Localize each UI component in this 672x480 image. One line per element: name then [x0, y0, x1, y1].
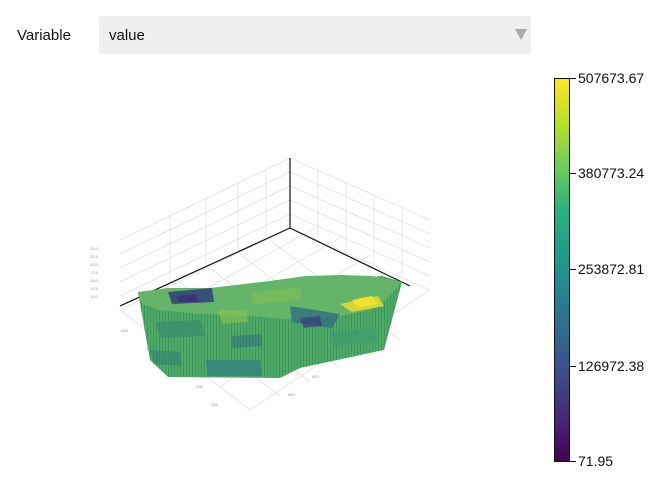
- variable-label: Variable: [17, 27, 71, 44]
- colorbar-tick-label: 126972.38: [578, 358, 645, 374]
- 3d-scatter-plot[interactable]: 25.0 22.5 20.0 17.5 15.0 12.5 10.0 -600 …: [0, 60, 540, 470]
- colorbar-tick: [570, 173, 576, 174]
- svg-text:17.5: 17.5: [90, 270, 99, 275]
- colorbar-tick: [570, 78, 576, 79]
- svg-text:600: 600: [312, 374, 319, 379]
- svg-text:25.0: 25.0: [90, 246, 99, 251]
- svg-text:-300: -300: [195, 384, 204, 389]
- colorbar-gradient: [554, 78, 570, 462]
- svg-text:800: 800: [288, 392, 295, 397]
- colorbar-tick-label: 380773.24: [578, 165, 645, 181]
- colorbar-tick-label-min: 71.95: [578, 453, 614, 469]
- svg-text:12.5: 12.5: [90, 286, 99, 291]
- x-axis: [289, 227, 411, 287]
- voxel-body: [138, 275, 402, 378]
- colorbar-tick-label-max: 507673.67: [578, 70, 645, 86]
- svg-text:-600: -600: [120, 328, 129, 333]
- svg-text:-200: -200: [210, 402, 219, 407]
- svg-text:22.5: 22.5: [90, 254, 99, 259]
- svg-text:20.0: 20.0: [90, 262, 99, 267]
- chevron-down-icon[interactable]: [515, 29, 527, 40]
- colorbar: 507673.67 380773.24 253872.81 126972.38 …: [554, 70, 672, 469]
- colorbar-tick: [570, 461, 576, 462]
- svg-text:15.0: 15.0: [90, 278, 99, 283]
- colorbar-tick: [570, 366, 576, 367]
- colorbar-tick-label: 253872.81: [578, 261, 645, 277]
- variable-select-value: value: [109, 27, 145, 44]
- variable-select[interactable]: value: [99, 16, 531, 54]
- colorbar-tick: [570, 269, 576, 270]
- svg-text:10.0: 10.0: [90, 294, 99, 299]
